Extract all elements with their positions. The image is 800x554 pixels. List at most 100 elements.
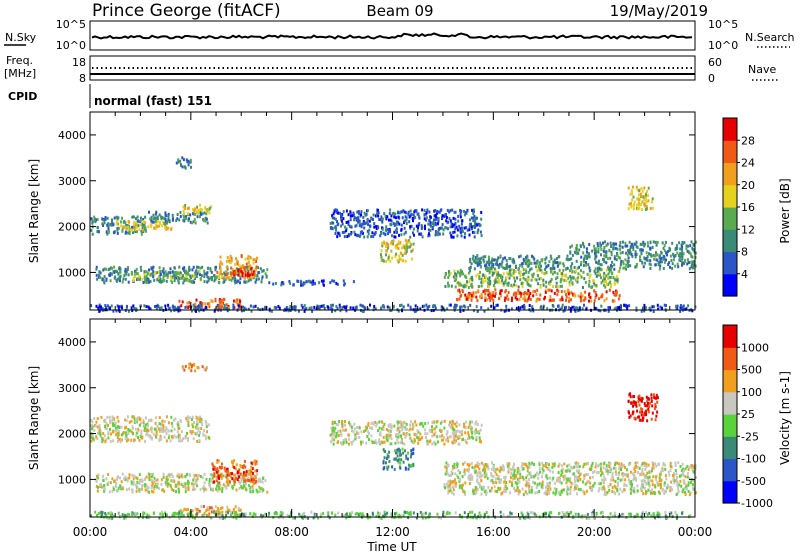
echo-cell — [197, 429, 200, 433]
echo-cell — [408, 215, 411, 219]
echo-cell — [612, 245, 615, 249]
echo-cell — [402, 305, 405, 309]
echo-cell — [363, 235, 366, 239]
echo-cell — [196, 205, 199, 209]
echo-cell — [424, 224, 426, 228]
echo-cell — [574, 250, 577, 254]
echo-cell — [435, 215, 437, 219]
echo-cell — [167, 215, 170, 219]
echo-cell — [673, 258, 675, 262]
echo-cell — [339, 305, 341, 309]
echo-cell — [203, 428, 206, 432]
echo-cell — [687, 490, 690, 493]
echo-cell — [552, 491, 555, 495]
echo-cell — [367, 223, 370, 227]
echo-cell — [367, 307, 370, 311]
echo-cell — [103, 267, 106, 271]
echo-cell — [509, 264, 512, 268]
echo-cell — [380, 253, 382, 257]
echo-cell — [141, 223, 144, 227]
echo-cell — [614, 470, 617, 474]
echo-cell — [471, 420, 474, 424]
echo-cell — [217, 481, 220, 485]
echo-cell — [207, 266, 210, 270]
echo-cell — [93, 428, 96, 432]
echo-cell — [156, 278, 159, 282]
echo-cell — [475, 295, 478, 299]
echo-cell — [651, 197, 654, 201]
echo-cell — [178, 305, 181, 309]
echo-cell — [125, 434, 128, 437]
echo-cell — [577, 487, 580, 491]
echo-cell — [124, 225, 127, 229]
echo-cell — [468, 436, 471, 440]
echo-cell — [528, 304, 531, 307]
echo-cell — [467, 291, 470, 295]
echo-cell — [671, 241, 674, 245]
echo-cell — [643, 186, 646, 190]
echo-cell — [487, 281, 490, 285]
echo-cell — [101, 222, 104, 226]
echo-cell — [238, 264, 241, 268]
echo-cell — [366, 235, 369, 239]
echo-cell — [193, 476, 196, 480]
echo-cell — [601, 295, 604, 299]
echo-cell — [205, 488, 208, 492]
echo-cell — [522, 257, 525, 261]
echo-cell — [231, 472, 233, 476]
echo-cell — [347, 223, 350, 227]
echo-cell — [607, 309, 610, 313]
echo-cell — [404, 238, 407, 242]
echo-cell — [629, 487, 632, 491]
echo-cell — [507, 283, 510, 287]
echo-cell — [651, 488, 654, 492]
echo-cell — [98, 270, 101, 274]
echo-cell — [124, 221, 127, 225]
echo-cell — [338, 303, 341, 307]
echo-cell — [390, 442, 393, 446]
echo-cell — [561, 272, 564, 276]
echo-cell — [472, 291, 475, 295]
echo-cell — [330, 226, 333, 230]
echo-cell — [208, 302, 211, 305]
echo-cell — [178, 475, 181, 479]
echo-cell — [608, 270, 611, 274]
echo-cell — [411, 217, 414, 220]
echo-cell — [626, 307, 629, 311]
echo-cell — [368, 432, 370, 436]
echo-cell — [240, 254, 243, 258]
echo-cell — [488, 266, 491, 270]
echo-cell — [233, 476, 236, 480]
echo-cell — [455, 303, 458, 307]
echo-cell — [511, 484, 514, 488]
echo-cell — [179, 509, 182, 513]
echo-cell — [111, 219, 113, 223]
echo-cell — [188, 416, 191, 420]
echo-cell — [207, 423, 210, 427]
echo-cell — [382, 467, 385, 471]
echo-cell — [115, 426, 117, 430]
echo-cell — [567, 292, 570, 296]
echo-cell — [214, 505, 217, 509]
echo-cell — [425, 303, 428, 307]
echo-cell — [420, 422, 423, 425]
echo-cell — [174, 274, 177, 278]
echo-cell — [470, 222, 472, 226]
echo-cell — [114, 421, 117, 425]
echo-cell — [152, 432, 155, 436]
echo-cell — [412, 227, 415, 231]
echo-cell — [407, 212, 410, 216]
echo-cell — [527, 270, 530, 274]
echo-cell — [550, 289, 553, 293]
echo-cell — [238, 475, 240, 479]
echo-cell — [118, 437, 121, 441]
echo-cell — [685, 485, 688, 489]
echo-cell — [124, 431, 127, 435]
echo-cell — [120, 438, 123, 442]
echo-cell — [193, 274, 196, 277]
echo-cell — [613, 257, 616, 261]
echo-cell — [216, 467, 219, 471]
echo-cell — [155, 210, 158, 214]
echo-cell — [465, 441, 468, 445]
